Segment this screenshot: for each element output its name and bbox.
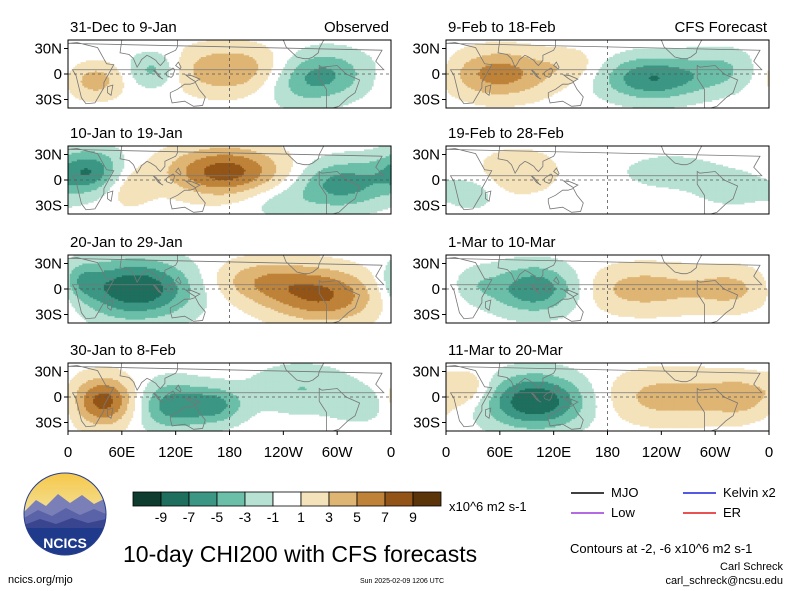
shade-cell	[122, 86, 124, 88]
shade-cell	[120, 91, 122, 93]
chi200-figure: 31-Dec to 9-Jan Observed30N030S10-Jan to …	[0, 0, 797, 591]
